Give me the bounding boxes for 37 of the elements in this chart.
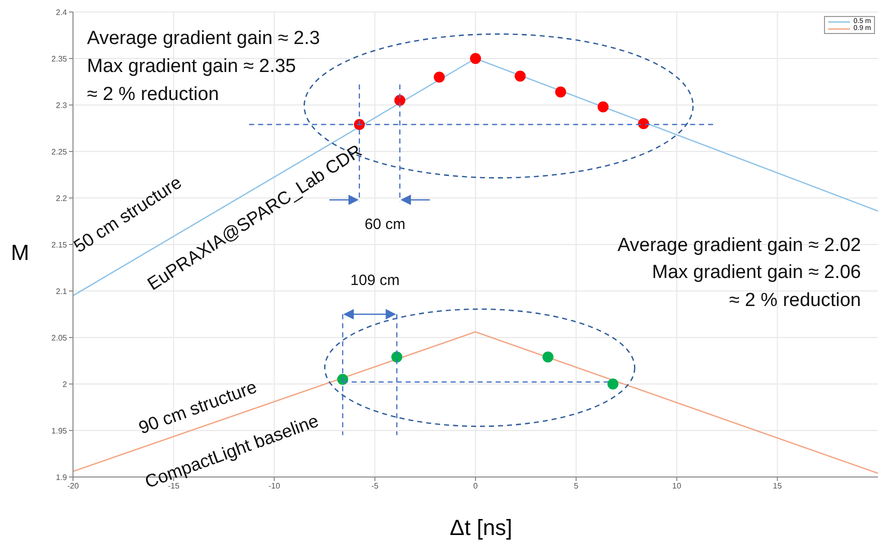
annotation: Max gradient gain ≈ 2.06 [652,262,861,285]
point [638,118,650,130]
y-tick-label: 2.1 [56,286,68,296]
annotation: Average gradient gain ≈ 2.02 [617,235,861,258]
point [354,119,365,130]
x-tick-label: 15 [772,482,782,491]
x-tick-label: -20 [67,482,80,491]
y-tick-label: 2.4 [56,8,68,17]
annotation: ≈ 2 % reduction [729,290,861,313]
annotation: 109 cm [350,272,400,290]
x-tick-label: 0 [473,482,478,491]
y-tick-label: 2.25 [51,147,68,156]
point [598,101,609,112]
annotation: Average gradient gain ≈ 2.3 [87,28,320,51]
annotation: Max gradient gain ≈ 2.35 [87,56,296,79]
point [470,53,481,64]
point [434,72,445,83]
y-tick-label: 2.35 [51,54,68,64]
x-tick-label: -10 [268,482,281,491]
y-tick-label: 2.3 [56,100,68,110]
y-tick-label: 2.2 [56,194,68,203]
x-axis-title: Δt [ns] [448,515,514,541]
x-tick-label: -5 [371,482,379,491]
x-tick-label: 10 [672,482,682,491]
annotation: ≈ 2 % reduction [87,84,219,107]
y-tick-label: 1.95 [51,426,68,436]
point [607,378,618,390]
y-tick-label: 1.9 [56,472,68,482]
y-tick-label: 2.05 [51,333,68,342]
annotation: 60 cm [364,216,406,234]
y-axis-title: M [10,240,30,266]
y-tick-label: 2 [62,380,68,389]
point [555,86,566,98]
point [514,70,526,82]
y-tick-label: 2.15 [51,240,68,250]
point [542,352,554,363]
x-tick-label: 5 [574,482,579,491]
